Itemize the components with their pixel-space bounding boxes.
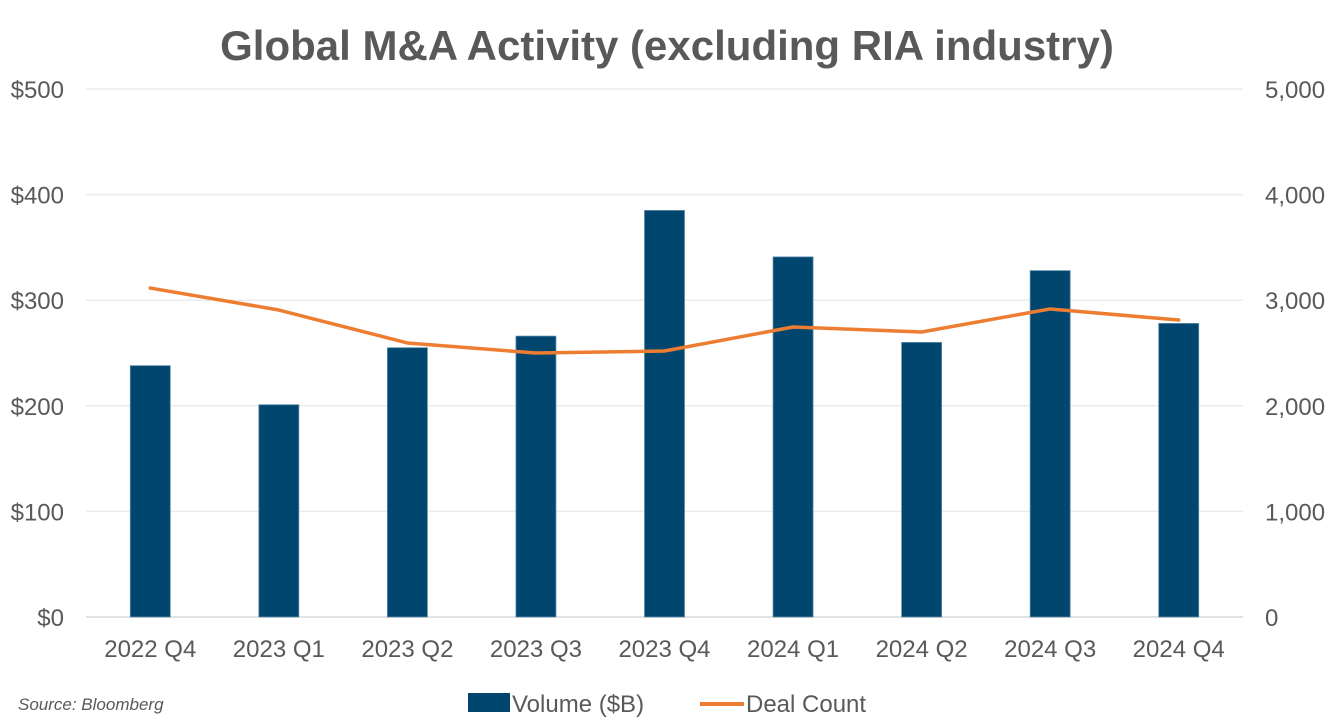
x-tick-label: 2024 Q4	[1133, 636, 1225, 663]
x-tick-label: 2023 Q2	[361, 636, 453, 663]
volume-bar	[772, 256, 814, 618]
x-tick-label: 2024 Q2	[876, 636, 968, 663]
volume-bar	[258, 404, 300, 618]
right-tick-label: 5,000	[1265, 77, 1325, 104]
volume-bar	[901, 342, 943, 618]
right-axis: 0 1,000 2,000 3,000 4,000 5,000	[1265, 77, 1325, 632]
right-tick-label: 0	[1265, 605, 1278, 632]
x-tick-label: 2024 Q1	[747, 636, 839, 663]
left-tick-label: $200	[11, 394, 64, 421]
left-tick-label: $300	[11, 288, 64, 315]
x-tick-label: 2024 Q3	[1004, 636, 1096, 663]
left-tick-label: $100	[11, 499, 64, 526]
left-tick-label: $0	[37, 605, 64, 632]
chart-title: Global M&A Activity (excluding RIA indus…	[220, 22, 1114, 69]
right-tick-label: 3,000	[1265, 288, 1325, 315]
legend-label-deal-count: Deal Count	[746, 691, 866, 718]
legend-swatch-volume	[468, 693, 510, 712]
left-axis: $0 $100 $200 $300 $400 $500	[11, 77, 64, 632]
volume-bar	[644, 210, 685, 618]
legend: Volume ($B) Deal Count	[468, 691, 866, 718]
volume-bar	[129, 365, 171, 618]
right-tick-label: 4,000	[1265, 183, 1325, 210]
x-tick-label: 2023 Q4	[618, 636, 710, 663]
right-tick-label: 1,000	[1265, 499, 1325, 526]
x-tick-label: 2023 Q3	[490, 636, 582, 663]
legend-label-volume: Volume ($B)	[512, 691, 644, 718]
x-tick-label: 2023 Q1	[233, 636, 325, 663]
source-note: Source: Bloomberg	[18, 695, 164, 714]
left-tick-label: $500	[11, 77, 64, 104]
left-tick-label: $400	[11, 183, 64, 210]
x-tick-label: 2022 Q4	[104, 636, 196, 663]
deal-count-line	[148, 286, 1181, 355]
right-tick-label: 2,000	[1265, 394, 1325, 421]
x-axis: 2022 Q4 2023 Q1 2023 Q2 2023 Q3 2023 Q4 2024 …	[104, 636, 1225, 663]
volume-bar	[515, 335, 557, 618]
volume-bars	[129, 210, 1200, 618]
volume-bar	[1029, 270, 1071, 618]
volume-bar	[1158, 323, 1200, 618]
volume-bar	[386, 347, 428, 618]
